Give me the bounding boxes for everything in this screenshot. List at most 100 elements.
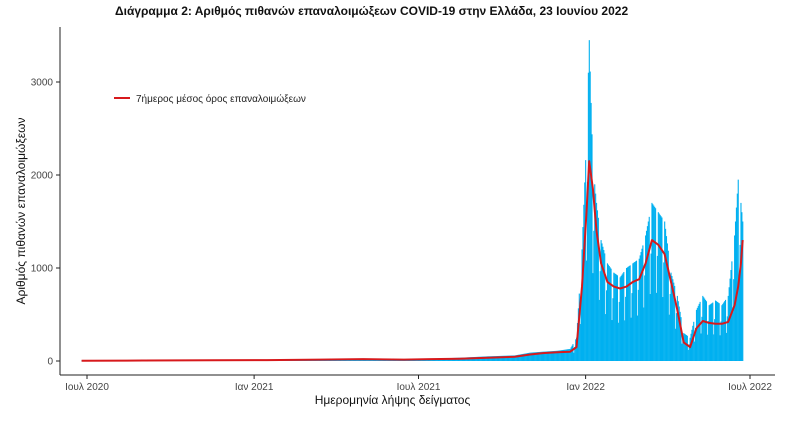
bar xyxy=(664,221,666,361)
bar xyxy=(648,216,650,361)
bar xyxy=(617,322,619,361)
bar xyxy=(596,210,599,361)
bar xyxy=(655,292,658,361)
bar xyxy=(512,355,514,361)
bar xyxy=(644,275,646,361)
legend-label-moving-average: 7ήμερος μέσος όρος επαναλοιμώξεων xyxy=(136,93,306,105)
bar xyxy=(650,253,652,361)
bar xyxy=(602,246,604,361)
bar xyxy=(492,356,494,361)
bar xyxy=(742,221,744,361)
y-axis-ticks: 0 1000 2000 3000 xyxy=(31,78,60,368)
bar xyxy=(724,301,726,361)
bar xyxy=(545,351,547,361)
moving-average-line xyxy=(81,160,744,362)
bar xyxy=(649,294,651,361)
bar xyxy=(715,301,717,361)
bar xyxy=(510,355,512,361)
bar xyxy=(590,102,592,362)
bar xyxy=(548,351,550,361)
bar xyxy=(531,352,533,361)
bar xyxy=(507,355,510,361)
bar xyxy=(564,349,566,361)
bar xyxy=(515,355,517,361)
bar xyxy=(521,354,523,361)
y-tick-label: 1000 xyxy=(31,264,54,275)
bar xyxy=(673,282,675,361)
bar xyxy=(611,320,613,361)
bar xyxy=(615,273,617,361)
bar xyxy=(562,349,564,361)
bar xyxy=(678,306,680,361)
bar xyxy=(657,212,659,361)
bar xyxy=(570,347,572,361)
bar xyxy=(671,275,673,361)
bar xyxy=(506,355,508,361)
bar xyxy=(588,40,590,362)
bar xyxy=(586,260,588,361)
bar xyxy=(583,204,585,361)
bar xyxy=(635,261,637,361)
bar xyxy=(734,221,737,361)
bar xyxy=(593,230,595,361)
bar xyxy=(713,334,715,361)
bar xyxy=(527,352,529,361)
bar xyxy=(716,301,718,361)
bar xyxy=(536,352,538,361)
bar xyxy=(722,303,724,361)
bar xyxy=(575,339,577,361)
bar xyxy=(517,354,519,361)
bar xyxy=(526,353,528,361)
bar xyxy=(574,346,576,361)
bar xyxy=(511,355,513,361)
bar xyxy=(668,314,670,361)
bar xyxy=(585,160,587,361)
bar xyxy=(576,337,578,361)
bar xyxy=(552,351,554,361)
legend-background xyxy=(108,88,308,108)
bar xyxy=(584,182,586,361)
bar xyxy=(536,352,539,361)
bar xyxy=(672,279,674,361)
bar xyxy=(719,335,721,361)
bar xyxy=(553,351,555,361)
bar xyxy=(627,266,629,361)
bar xyxy=(686,335,688,361)
bar xyxy=(727,295,729,361)
bar xyxy=(689,337,691,361)
bar xyxy=(630,317,632,361)
bar xyxy=(696,307,698,361)
bar xyxy=(702,295,704,361)
bar xyxy=(580,293,582,361)
bar xyxy=(542,351,544,361)
bar xyxy=(691,329,693,361)
bar xyxy=(598,299,600,361)
bar xyxy=(693,321,695,361)
x-tick-label: Ιουλ 2020 xyxy=(65,382,109,393)
bar xyxy=(621,274,623,361)
bar xyxy=(489,356,491,361)
bar xyxy=(502,355,504,361)
x-axis-title: Ημερομηνία λήψης δείγματος xyxy=(315,393,471,407)
bar xyxy=(514,355,516,361)
bar xyxy=(714,300,717,361)
bar xyxy=(533,352,535,361)
bar xyxy=(665,236,668,361)
bar xyxy=(556,350,559,361)
bar xyxy=(505,355,507,361)
bar xyxy=(614,273,616,361)
bar xyxy=(613,272,615,361)
bar xyxy=(582,227,584,361)
bar xyxy=(589,71,591,361)
bar xyxy=(667,250,669,361)
bar xyxy=(592,273,594,361)
bar xyxy=(651,202,653,361)
bar xyxy=(604,253,606,361)
bar xyxy=(605,314,607,361)
bar xyxy=(692,325,694,361)
bar xyxy=(620,275,622,361)
bar xyxy=(560,350,562,361)
bar xyxy=(561,350,563,361)
bar xyxy=(597,217,599,361)
